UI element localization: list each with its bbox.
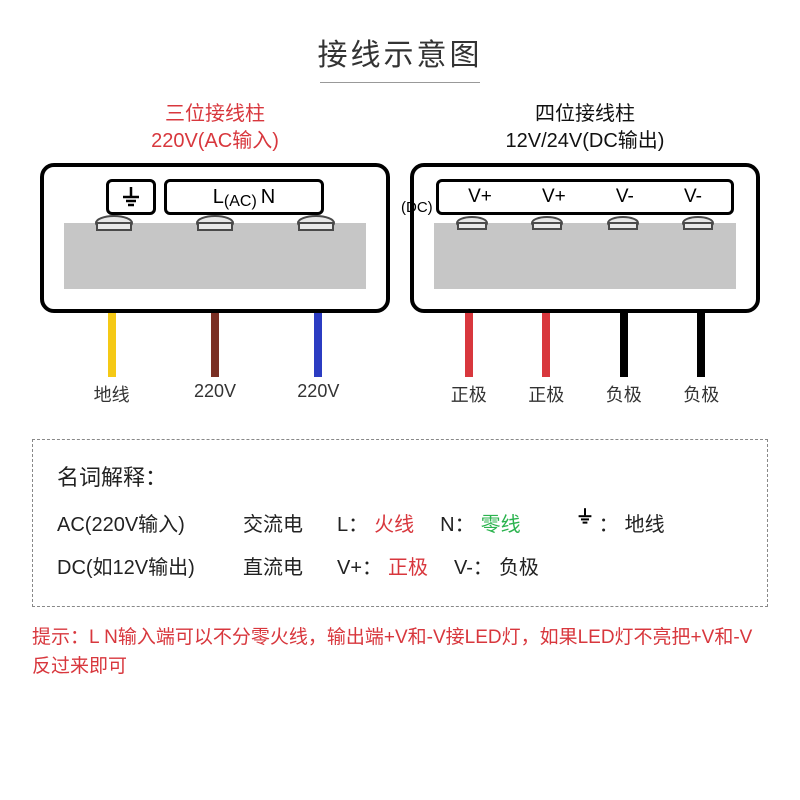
legend-L: L： 火线 bbox=[337, 508, 414, 537]
ac-header-line1: 三位接线柱 bbox=[40, 101, 390, 128]
dc-output-block: 四位接线柱 12V/24V(DC输出) V+ V+ V- V- (DC) bbox=[410, 101, 760, 407]
dc-label-row: V+ V+ V- V- (DC) bbox=[414, 179, 756, 215]
legend-pre: DC(如12V输出) bbox=[57, 551, 217, 580]
legend-cn: 直流电 bbox=[243, 551, 311, 580]
legend-Vplus: V+： 正极 bbox=[337, 551, 428, 580]
ac-header-line2: 220V(AC输入) bbox=[40, 128, 390, 155]
ac-L: L bbox=[213, 186, 224, 209]
legend-pre: AC(220V输入) bbox=[57, 508, 217, 537]
ground-icon bbox=[121, 187, 141, 207]
ac-input-block: 三位接线柱 220V(AC输入) L (AC bbox=[40, 101, 390, 407]
screw-icon bbox=[91, 215, 137, 237]
dc-lbl: V- bbox=[616, 186, 634, 208]
legend-box: 名词解释： AC(220V输入) 交流电 L： 火线 N： 零线 ： 地线 bbox=[32, 439, 768, 607]
dc-sub: (DC) bbox=[401, 199, 433, 216]
dc-header-line1: 四位接线柱 bbox=[410, 101, 760, 128]
ac-screws bbox=[64, 215, 366, 237]
ac-label-row: L (AC) N bbox=[44, 179, 386, 215]
wire-label: 负极 bbox=[683, 381, 719, 407]
legend-row-ac: AC(220V输入) 交流电 L： 火线 N： 零线 ： 地线 bbox=[57, 508, 743, 537]
wire-label: 正极 bbox=[451, 381, 487, 407]
dc-terminal-box: V+ V+ V- V- (DC) bbox=[410, 163, 760, 313]
ac-N: N bbox=[261, 186, 275, 209]
wire-label: 220V bbox=[194, 381, 236, 402]
legend-cn: 交流电 bbox=[243, 508, 311, 537]
dc-screws bbox=[434, 215, 736, 237]
page-title: 接线示意图 bbox=[0, 0, 800, 82]
tip-text: 提示：L N输入端可以不分零火线，输出端+V和-V接LED灯，如果LED灯不亮把… bbox=[0, 607, 800, 682]
wire-label: 地线 bbox=[94, 381, 130, 407]
wire-label: 220V bbox=[297, 381, 339, 402]
dc-lbl: V+ bbox=[468, 186, 492, 208]
dc-lbl: V- bbox=[684, 186, 702, 208]
dc-header-line2: 12V/24V(DC输出) bbox=[410, 128, 760, 155]
title-underline bbox=[320, 82, 480, 83]
dc-header: 四位接线柱 12V/24V(DC输出) bbox=[410, 101, 760, 155]
wire-label: 负极 bbox=[606, 381, 642, 407]
screw-icon bbox=[603, 215, 643, 237]
legend-title: 名词解释： bbox=[57, 460, 743, 492]
dc-lbl: V+ bbox=[542, 186, 566, 208]
screw-icon bbox=[452, 215, 492, 237]
screw-icon bbox=[678, 215, 718, 237]
screw-icon bbox=[192, 215, 238, 237]
legend-N: N： 零线 bbox=[440, 508, 520, 537]
ac-sub: (AC) bbox=[224, 193, 257, 211]
legend-row-dc: DC(如12V输出) 直流电 V+： 正极 V-： 负极 bbox=[57, 551, 743, 580]
ground-icon bbox=[577, 508, 593, 526]
ac-terminal-box: L (AC) N bbox=[40, 163, 390, 313]
legend-Vminus: V-： 负极 bbox=[454, 551, 539, 580]
screw-icon bbox=[527, 215, 567, 237]
ac-ln-box: L (AC) N bbox=[164, 179, 324, 215]
ac-header: 三位接线柱 220V(AC输入) bbox=[40, 101, 390, 155]
screw-icon bbox=[293, 215, 339, 237]
legend-ground: ： 地线 bbox=[577, 508, 665, 537]
wire-label: 正极 bbox=[528, 381, 564, 407]
diagram-row: 三位接线柱 220V(AC输入) L (AC bbox=[0, 101, 800, 407]
dc-ln-box: V+ V+ V- V- (DC) bbox=[436, 179, 734, 215]
ground-label-box bbox=[106, 179, 156, 215]
